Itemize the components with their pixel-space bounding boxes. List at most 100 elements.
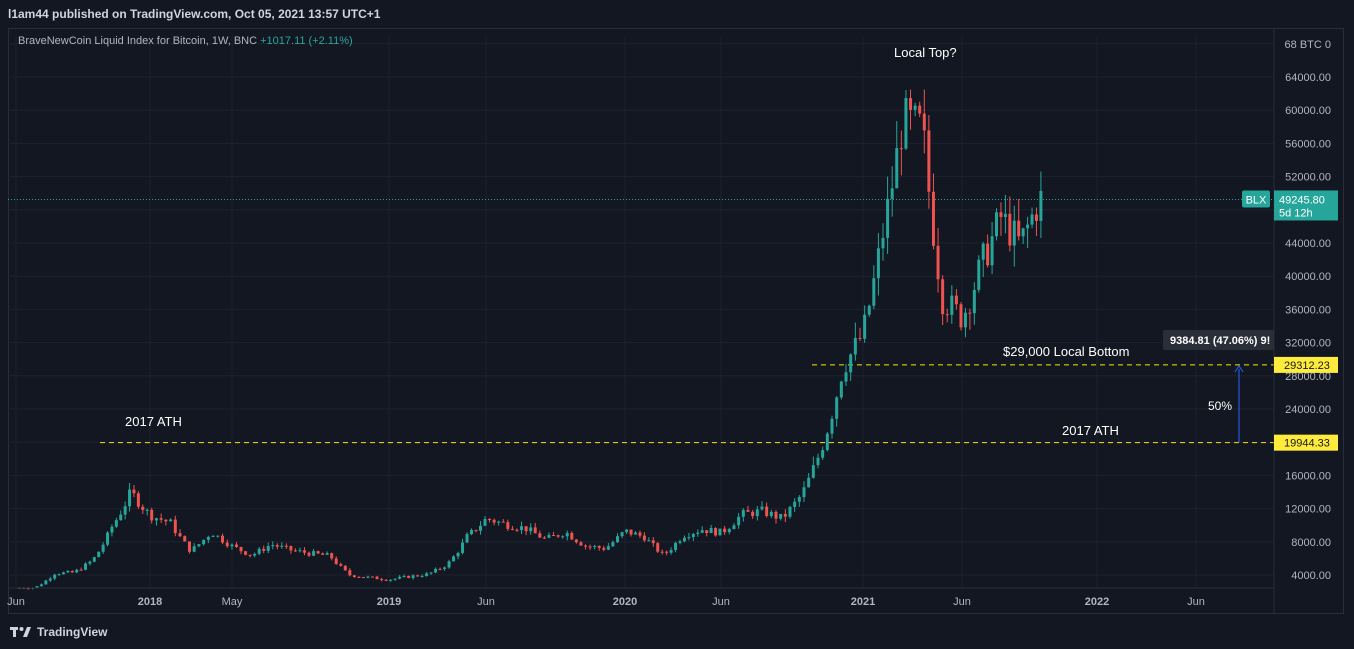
candle-body <box>75 569 79 573</box>
candle-body <box>755 509 759 517</box>
candle-body <box>302 550 306 553</box>
candle-body <box>465 534 469 543</box>
candle-body <box>647 540 651 542</box>
candle-body <box>746 509 750 512</box>
candle-body <box>802 487 806 498</box>
candle-body <box>501 521 505 523</box>
candle-body <box>977 259 981 290</box>
candle-body <box>665 551 669 553</box>
candle-body <box>244 551 248 555</box>
candle-body <box>570 532 574 540</box>
candle-body <box>825 433 829 451</box>
candle-body <box>520 526 524 531</box>
candle-body <box>611 542 615 547</box>
candle-body <box>61 572 65 575</box>
candle-body <box>39 584 43 587</box>
local-top-annotation: Local Top? <box>894 45 957 60</box>
candle-body <box>407 575 411 578</box>
symbol-name: BraveNewCoin Liquid Index for Bitcoin, 1… <box>18 35 258 47</box>
candle-body <box>452 556 456 562</box>
time-tick-label: Jun <box>1187 596 1205 608</box>
candle-body <box>687 537 691 539</box>
candle-body <box>783 513 787 517</box>
tradingview-logo[interactable]: TradingView <box>10 625 107 639</box>
candle-body <box>714 528 718 536</box>
tradingview-icon <box>10 627 31 637</box>
candle-body <box>488 518 492 520</box>
candle-body <box>221 535 225 543</box>
candle-body <box>321 553 325 555</box>
candle-body <box>811 465 815 478</box>
candle-body <box>110 526 114 533</box>
price-tick-label: 12000.00 <box>1285 504 1331 516</box>
candle-body <box>839 381 843 398</box>
candle-body <box>849 354 853 373</box>
candle-body <box>145 509 149 511</box>
time-tick-label: May <box>222 596 243 608</box>
candle-body <box>216 535 220 537</box>
level-label-bg <box>1274 356 1338 373</box>
candle-body <box>275 545 279 547</box>
candle-body <box>97 551 101 558</box>
price-tick-label: 4000.00 <box>1291 570 1331 582</box>
candle-body <box>602 547 606 550</box>
candle-body <box>890 188 894 199</box>
price-tick-label: 24000.00 <box>1285 404 1331 416</box>
candle-body <box>606 546 610 550</box>
price-tick-label: 16000.00 <box>1285 470 1331 482</box>
candle-body <box>183 536 187 542</box>
candle-body <box>629 529 633 535</box>
candle-body <box>57 574 61 576</box>
time-tick-label: Jun <box>712 596 730 608</box>
candle-body <box>876 248 880 279</box>
measure-arrow-head <box>1234 365 1244 373</box>
candle-body <box>361 576 365 578</box>
candle-body <box>79 569 83 571</box>
candle-body <box>253 553 257 556</box>
candle-body <box>384 579 388 581</box>
candle-body <box>470 529 474 535</box>
candle-body <box>298 550 302 552</box>
candle-body <box>266 546 270 551</box>
candles <box>17 89 1043 590</box>
candle-body <box>128 489 132 507</box>
candle-body <box>280 545 284 547</box>
candle-body <box>316 551 320 554</box>
candle-body <box>588 546 592 548</box>
candle-body <box>954 295 958 305</box>
price-tick-label: 40000.00 <box>1285 271 1331 283</box>
candle-body <box>434 568 438 573</box>
candle-body <box>696 532 700 534</box>
candle-body <box>1021 228 1025 237</box>
candle-body <box>234 544 238 547</box>
candle-body <box>114 520 118 527</box>
candle-body <box>53 574 57 579</box>
candle-body <box>844 372 848 382</box>
candle-body <box>995 212 999 237</box>
symbol-badge-bg <box>1242 190 1270 208</box>
candle-body <box>389 579 393 581</box>
candle-body <box>1017 220 1021 237</box>
candle-body <box>830 418 834 434</box>
candle-body <box>899 148 903 150</box>
time-tick-label: 2019 <box>377 596 401 608</box>
chart-frame[interactable] <box>8 28 1344 614</box>
candle-body <box>732 525 736 530</box>
symbol-legend[interactable]: BraveNewCoin Liquid Index for Bitcoin, 1… <box>18 35 353 47</box>
overlays: 2017 ATH 2017 ATH $29,000 Local Bottom Loca… <box>125 45 1274 443</box>
candle-body <box>1039 190 1043 221</box>
candle-body <box>429 572 433 574</box>
candle-body <box>579 542 583 546</box>
candle-body <box>123 506 127 515</box>
level-label-bottom: 29312.23 <box>1284 360 1330 372</box>
candle-body <box>674 542 678 551</box>
candle-body <box>651 540 655 544</box>
price-change: +1017.11 (+2.11%) <box>260 35 353 47</box>
candle-body <box>981 243 985 260</box>
price-tick-label: 36000.00 <box>1285 304 1331 316</box>
candle-body <box>584 545 588 547</box>
candle-body <box>774 511 778 519</box>
candle-body <box>101 544 105 552</box>
